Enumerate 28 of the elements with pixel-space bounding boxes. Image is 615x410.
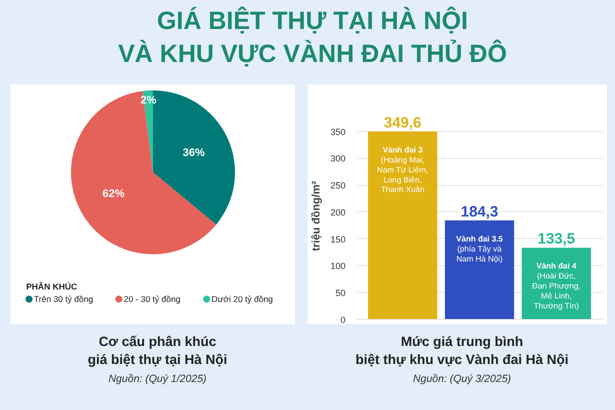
data-label: 349,6 xyxy=(384,114,422,132)
text: Nguồn: (Quý 1/2025) xyxy=(107,372,208,388)
data-label: 133,5 xyxy=(538,230,576,248)
y-tick-label: 350 xyxy=(330,126,346,137)
data-label: 36% xyxy=(182,147,206,160)
y-tick-label: 50 xyxy=(335,288,346,298)
legend-title: PHÂN KHÚC xyxy=(26,281,78,292)
y-tick-label: 300 xyxy=(330,154,346,164)
text: Cơ cấu phân khúc giá biệt thự tại Hà Nội xyxy=(86,333,228,368)
text: GIÁ BIỆT THỰ TẠI HÀ NỘI VÀ KHU VỰC VÀNH ĐAI THỦ ĐÔ xyxy=(117,6,508,70)
y-tick-label: 100 xyxy=(330,261,346,272)
text: Mức giá trung bình biệt thự khu vực Vành đai Hà Nội xyxy=(354,333,570,368)
y-axis-title: triệu đồng/m² xyxy=(310,180,322,252)
x-tick-label: Vành đai 3.5 (phía Tây và Nam Hà Nội) xyxy=(456,234,504,264)
text: Nguồn: (Quý 3/2025) xyxy=(412,372,512,388)
y-tick-label: 0 xyxy=(340,315,346,325)
data-label: 62% xyxy=(102,188,125,200)
y-tick-label: 250 xyxy=(330,180,346,191)
y-tick-label: 200 xyxy=(330,207,346,218)
legend-label: Dưới 20 tỷ đồng xyxy=(212,294,274,304)
bar xyxy=(444,220,514,320)
x-tick-label: Vành đai 4 (Hoài Đức, Đan Phượng, Mê Linh, Thường Tín) xyxy=(532,262,581,310)
legend-label: 20 - 30 tỷ đồng xyxy=(124,294,181,304)
legend-label: Trên 30 tỷ đồng xyxy=(34,294,94,304)
data-label: 184,3 xyxy=(460,203,498,220)
x-tick-label: Vành đai 3 (Hoàng Mai, Nam Từ Liêm, Long Biên, Thanh Xuân xyxy=(377,146,428,194)
bar xyxy=(368,132,438,320)
y-tick-label: 150 xyxy=(330,234,346,244)
